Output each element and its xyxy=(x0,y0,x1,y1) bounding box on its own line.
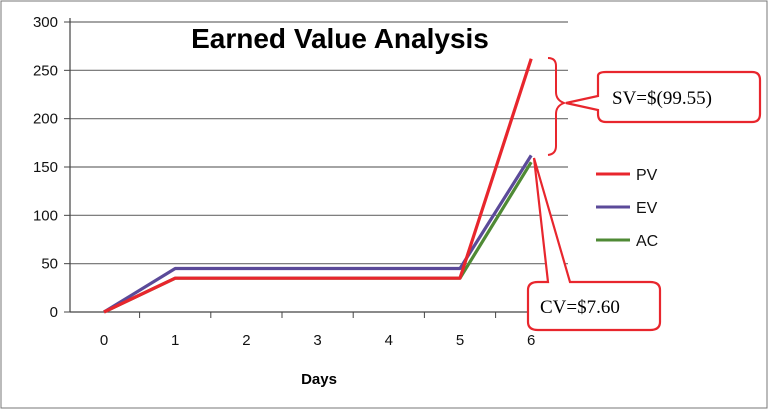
legend-label-ev: EV xyxy=(636,200,658,217)
x-tick-label: 5 xyxy=(456,332,464,349)
legend-label-ac: AC xyxy=(636,233,658,250)
y-tick-label: 300 xyxy=(33,14,58,31)
x-tick-label: 6 xyxy=(527,332,535,349)
y-tick-label: 100 xyxy=(33,207,58,224)
chart-title: Earned Value Analysis xyxy=(191,23,489,54)
x-tick-label: 3 xyxy=(313,332,321,349)
sv-callout-label: SV=$(99.55) xyxy=(612,88,712,109)
y-tick-label: 50 xyxy=(41,256,58,273)
y-tick-label: 0 xyxy=(50,304,58,321)
x-tick-label: 0 xyxy=(100,332,108,349)
cv-callout-box xyxy=(526,157,662,332)
series-line-ac xyxy=(103,161,533,314)
y-tick-label: 250 xyxy=(33,62,58,79)
series-line-pv xyxy=(103,58,533,314)
sv-brace xyxy=(547,57,567,156)
x-tick-label: 1 xyxy=(171,332,179,349)
series-line-ev xyxy=(103,154,533,314)
cv-callout-label: CV=$7.60 xyxy=(540,297,620,318)
x-axis-label: Days xyxy=(301,371,337,388)
x-tick-label: 2 xyxy=(242,332,250,349)
x-tick-label: 4 xyxy=(385,332,393,349)
y-tick-label: 200 xyxy=(33,111,58,128)
sv-callout-box xyxy=(565,70,762,124)
y-tick-label: 150 xyxy=(33,159,58,176)
legend-label-pv: PV xyxy=(636,167,658,184)
